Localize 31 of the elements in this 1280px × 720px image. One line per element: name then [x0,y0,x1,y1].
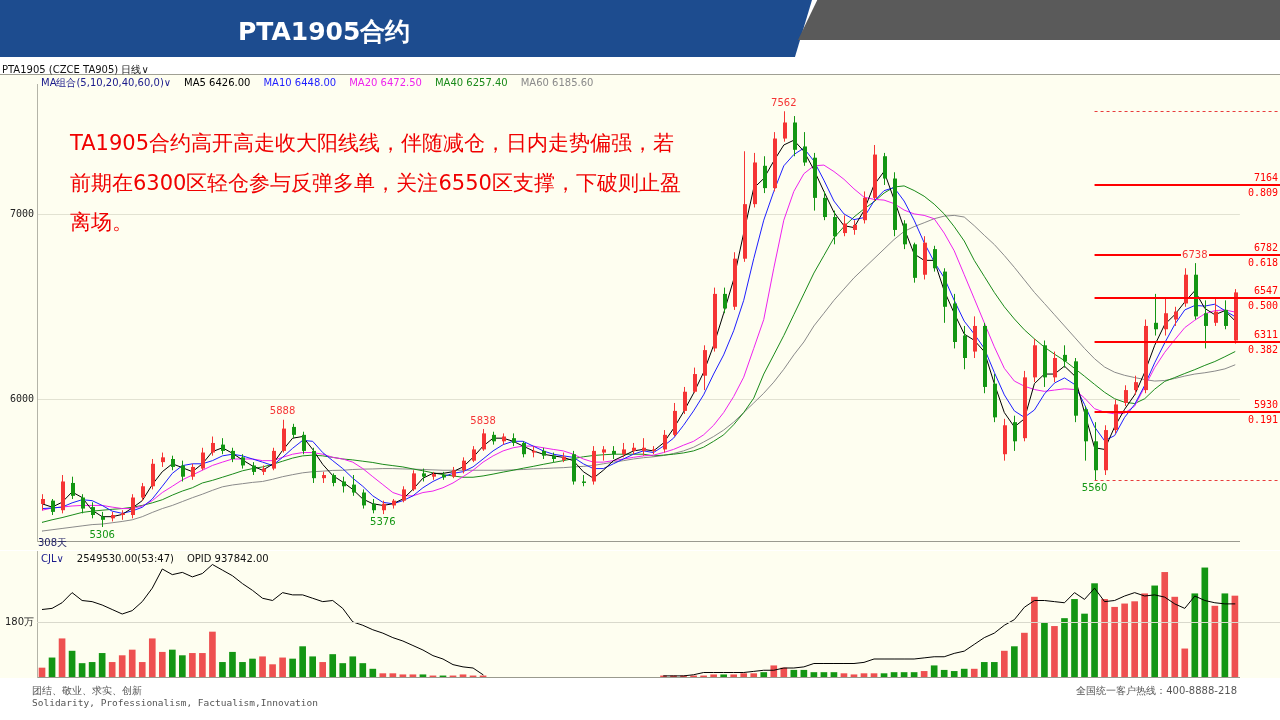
ref-line-label: 6782 0.618 [1247,241,1278,268]
text: MA5 6426.00 [184,77,251,89]
text: 2549530.00(53:47) [76,553,174,565]
annotation: 308天 [38,536,68,550]
chart-subtitle: PTA1905 (CZCE TA905) 日线∨ [2,63,149,77]
annotation: 6738 [1182,248,1208,260]
y-tick-label: 7000 [9,208,34,220]
text: 团结、敬业、求实、创新 [32,684,142,698]
text: Solidarity, Professionalism, Factualism,Innovation [32,697,318,708]
ref-line-label: 5930 0.191 [1247,398,1278,425]
text: MA10 6448.00 [263,77,337,89]
text: MA40 6257.40 [434,77,508,89]
annotation: 7562 [771,96,797,108]
annotation: TA1905合约高开高走收大阳线线，伴随减仓，日内走势偏强，若前期在6300区轻仓参与反弹多单，关注6550区支撑，下破则止盈离场。 [70,130,682,236]
y-tick-label: 6000 [9,392,34,404]
annotation: 5376 [370,515,396,527]
text: MA20 6472.50 [349,77,422,89]
chart-title: PTA1905合约 [238,16,411,48]
ref-line-label: 6547 0.500 [1247,284,1278,311]
annotation: 5560 [1081,481,1108,493]
chart-title: CJL∨ [41,553,64,565]
text: MA60 6185.60 [520,77,594,89]
annotation: 5838 [470,414,496,426]
ref-line-label: 6311 0.382 [1247,328,1278,355]
annotation: 5306 [89,528,115,540]
ref-line-label: 7164 0.809 [1247,171,1278,198]
ref-line-label: 180万 [4,616,34,628]
text: OPID 937842.00 [186,553,269,565]
text: 全国统一客户热线：400-8888-218 [1076,684,1237,698]
annotation: 5888 [269,405,296,417]
legend-title: MA组合(5,10,20,40,60,0)∨ [41,77,172,89]
